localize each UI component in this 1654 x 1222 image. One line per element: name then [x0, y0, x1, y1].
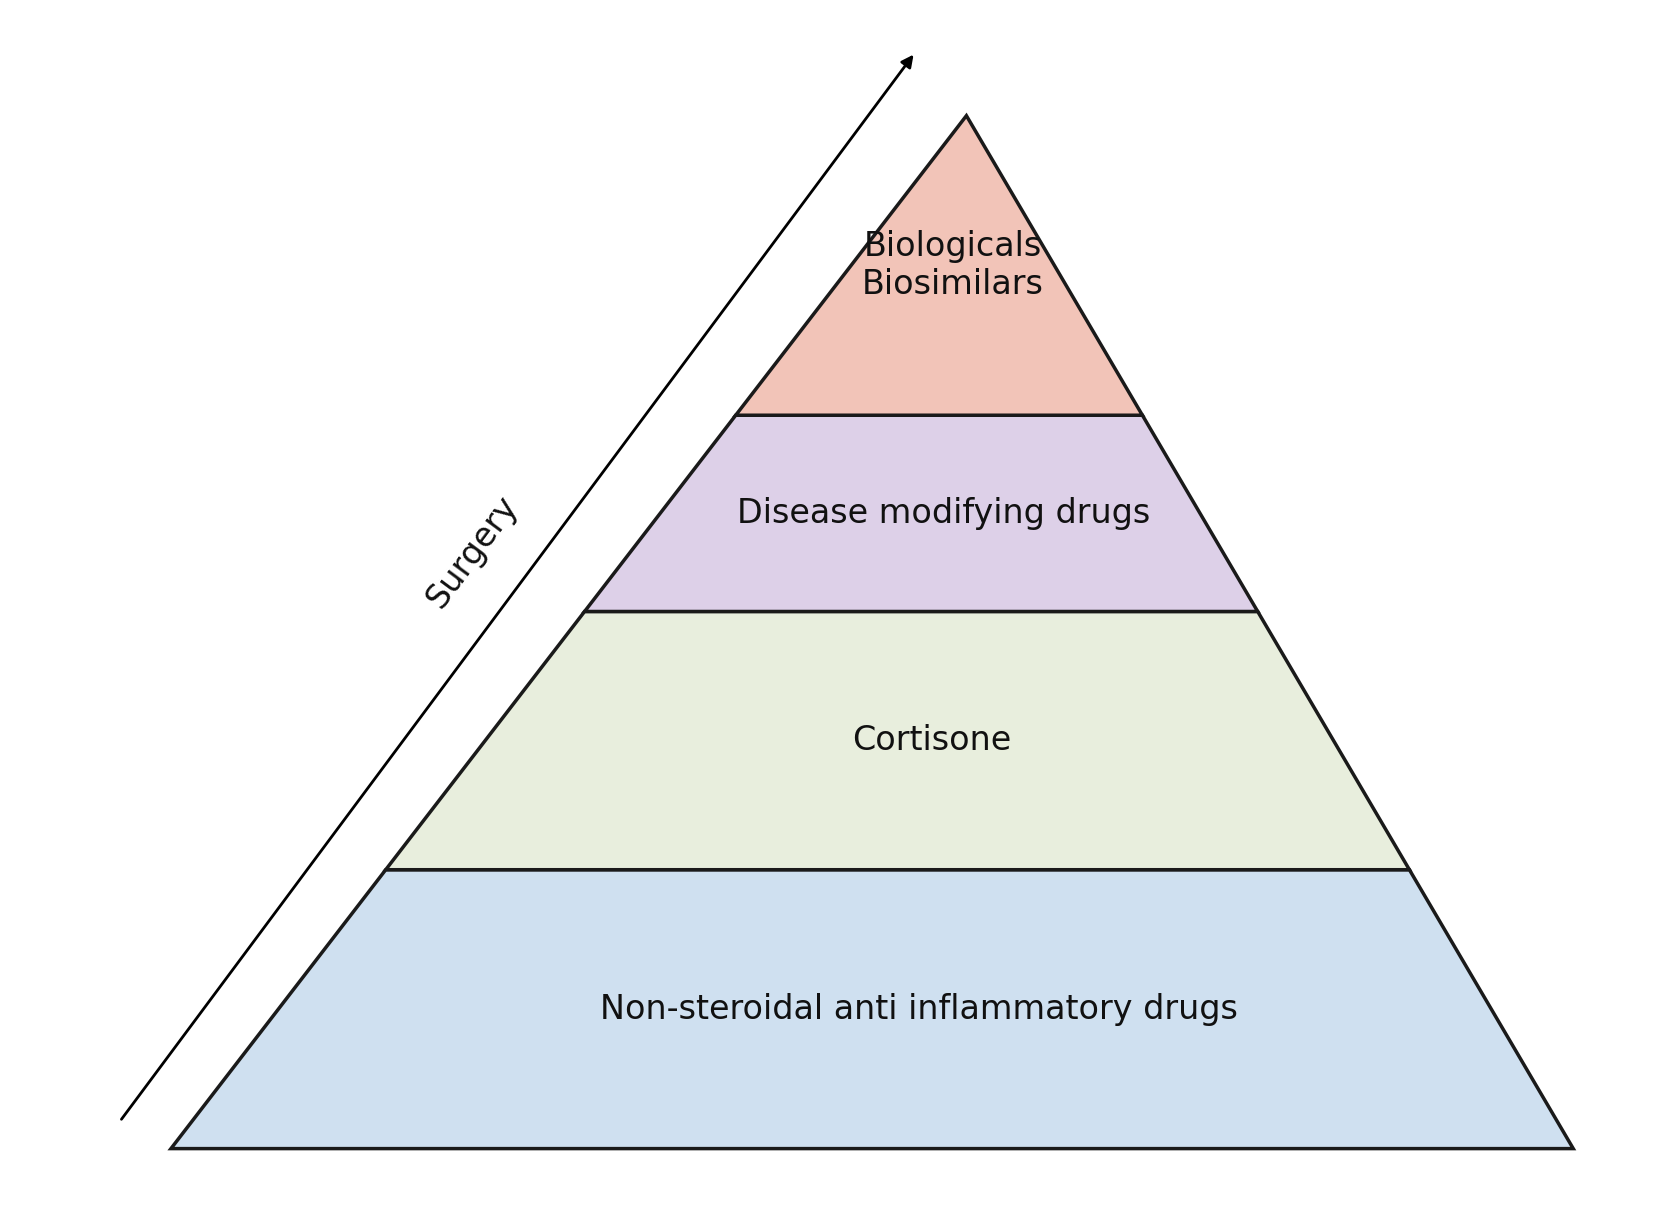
Polygon shape: [736, 116, 1143, 415]
Polygon shape: [170, 870, 1573, 1149]
Polygon shape: [385, 611, 1409, 870]
Text: Cortisone: Cortisone: [852, 725, 1012, 758]
Text: Disease modifying drugs: Disease modifying drugs: [738, 497, 1151, 530]
Text: Biologicals
Biosimilars: Biologicals Biosimilars: [862, 230, 1044, 301]
Polygon shape: [584, 415, 1257, 611]
Text: Surgery: Surgery: [420, 490, 524, 615]
Text: Non-steroidal anti inflammatory drugs: Non-steroidal anti inflammatory drugs: [600, 992, 1239, 1025]
